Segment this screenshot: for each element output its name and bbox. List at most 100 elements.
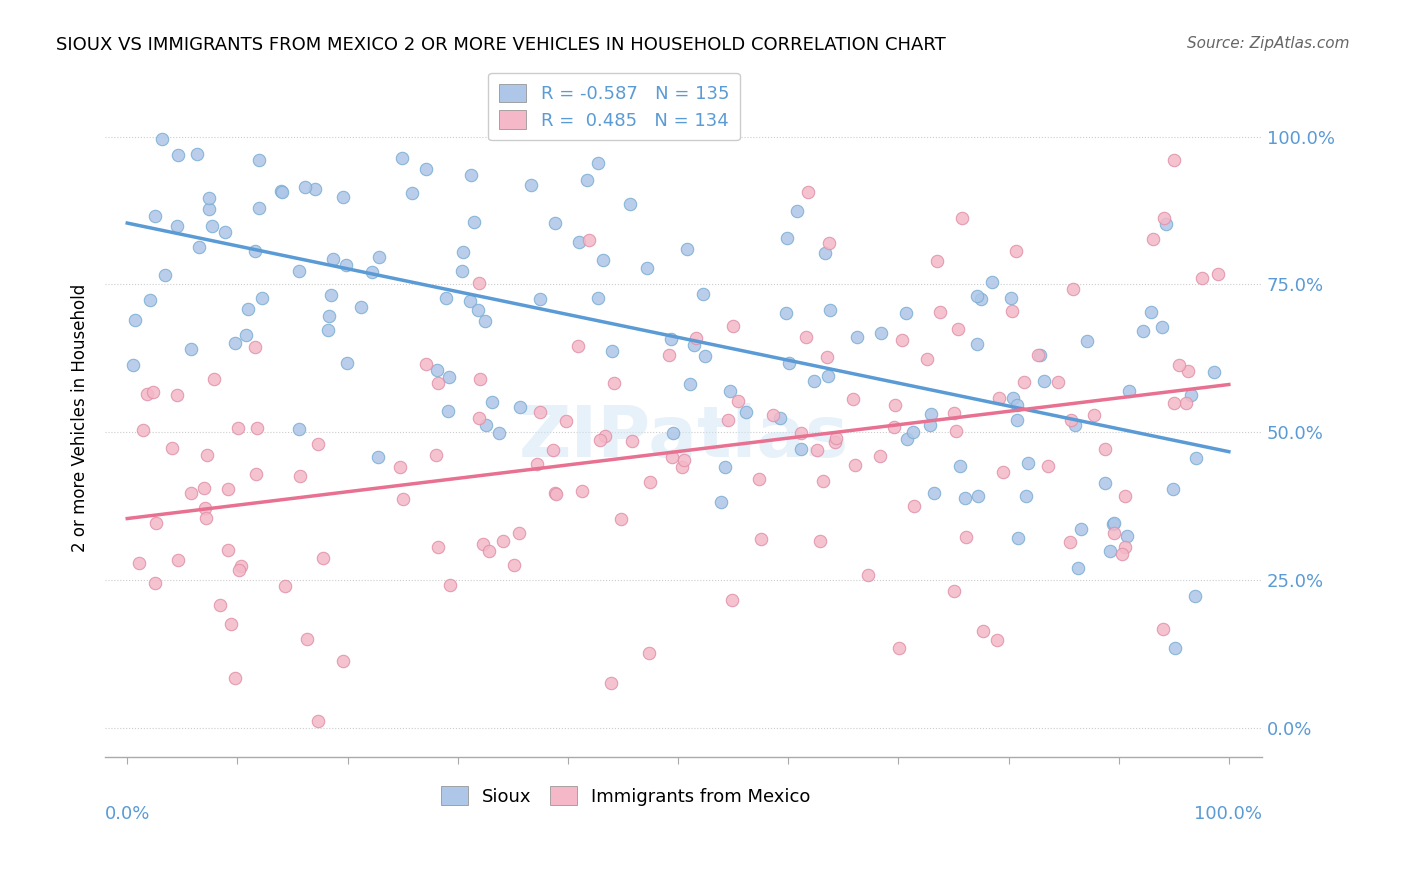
Point	[599, 675, 621, 690]
Point	[844, 458, 866, 472]
Point	[124, 312, 146, 326]
Point	[925, 253, 948, 268]
Point	[589, 433, 612, 447]
Point	[1175, 396, 1198, 410]
Point	[389, 460, 412, 475]
Point	[846, 329, 869, 343]
Point	[1070, 523, 1092, 537]
Point	[194, 501, 217, 516]
Point	[508, 525, 530, 540]
Point	[1026, 348, 1049, 362]
Point	[246, 421, 269, 435]
Point	[695, 349, 717, 363]
Point	[671, 460, 693, 475]
Point	[727, 393, 749, 408]
Point	[889, 640, 911, 655]
Point	[970, 292, 993, 306]
Point	[392, 492, 415, 507]
Point	[224, 335, 246, 350]
Point	[929, 305, 952, 319]
Point	[193, 481, 215, 495]
Point	[1132, 324, 1154, 338]
Point	[1067, 561, 1090, 575]
Point	[468, 410, 491, 425]
Point	[1152, 320, 1174, 334]
Point	[361, 265, 384, 279]
Point	[481, 395, 503, 409]
Point	[250, 291, 273, 305]
Point	[1140, 304, 1163, 318]
Point	[458, 293, 481, 308]
Point	[166, 388, 188, 402]
Point	[619, 197, 641, 211]
Point	[1191, 271, 1213, 285]
Point	[679, 376, 702, 391]
Point	[415, 161, 437, 176]
Point	[869, 449, 891, 463]
Point	[208, 599, 231, 613]
Point	[520, 178, 543, 193]
Point	[529, 293, 551, 307]
Point	[467, 277, 489, 291]
Point	[226, 421, 249, 435]
Point	[426, 363, 449, 377]
Point	[1180, 388, 1202, 402]
Point	[943, 583, 966, 598]
Point	[761, 408, 783, 422]
Point	[288, 468, 311, 483]
Point	[734, 405, 756, 419]
Point	[167, 148, 190, 162]
Point	[1005, 244, 1028, 259]
Point	[790, 425, 813, 440]
Point	[247, 153, 270, 168]
Point	[966, 337, 988, 351]
Point	[661, 450, 683, 464]
Point	[1114, 540, 1136, 554]
Point	[307, 436, 329, 450]
Point	[1161, 482, 1184, 496]
Point	[187, 240, 209, 254]
Point	[1152, 622, 1174, 636]
Point	[194, 511, 217, 525]
Point	[813, 474, 835, 488]
Point	[243, 340, 266, 354]
Point	[425, 449, 447, 463]
Point	[166, 219, 188, 234]
Point	[920, 408, 942, 422]
Point	[304, 182, 326, 196]
Point	[198, 191, 221, 205]
Point	[721, 593, 744, 607]
Point	[659, 332, 682, 346]
Point	[922, 486, 945, 500]
Point	[676, 242, 699, 256]
Point	[202, 372, 225, 386]
Point	[217, 542, 239, 557]
Point	[436, 291, 458, 305]
Point	[1104, 516, 1126, 531]
Point	[1000, 291, 1022, 305]
Point	[920, 418, 942, 433]
Point	[1099, 544, 1122, 558]
Point	[451, 245, 474, 260]
Point	[993, 465, 1015, 479]
Point	[1005, 398, 1028, 412]
Point	[474, 417, 496, 432]
Point	[576, 173, 599, 187]
Point	[817, 368, 839, 383]
Point	[460, 168, 482, 182]
Point	[1014, 490, 1036, 504]
Point	[818, 235, 841, 250]
Point	[229, 559, 252, 574]
Point	[332, 190, 354, 204]
Point	[825, 431, 848, 445]
Point	[1029, 348, 1052, 362]
Point	[468, 372, 491, 386]
Point	[1036, 458, 1059, 473]
Point	[214, 225, 236, 239]
Point	[981, 275, 1004, 289]
Point	[1111, 548, 1133, 562]
Point	[335, 258, 357, 272]
Point	[437, 403, 460, 417]
Point	[818, 303, 841, 318]
Point	[167, 552, 190, 566]
